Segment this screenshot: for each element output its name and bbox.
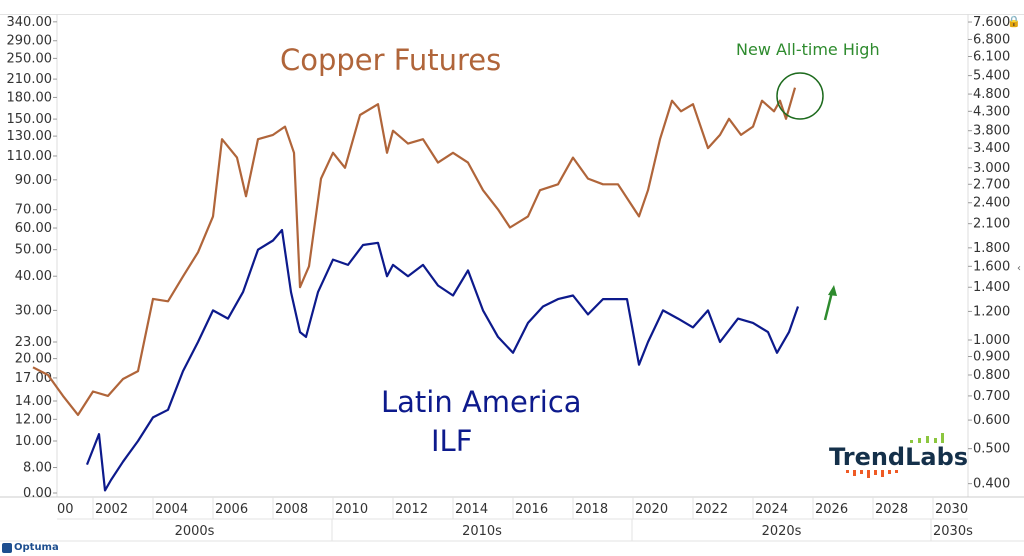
x-tick-label: 00	[57, 502, 74, 517]
x-axis: 00 2002 2004 2006 2008 2010 2012 2014 2016 2018 20…	[57, 497, 973, 541]
right-tick-label: 4.300	[973, 104, 1010, 119]
right-tick-label: 3.800	[973, 124, 1010, 139]
x-tick-label: 2024	[755, 502, 788, 517]
left-axis: 340.00 290.00 250.00 210.00 180.00 150.00 130.…	[7, 15, 57, 501]
left-tick-label: 0.00	[23, 486, 52, 501]
left-tick-label: 210.00	[7, 72, 53, 87]
annotations: Copper Futures Latin America ILF New All…	[280, 40, 880, 458]
decade-label: 2000s	[175, 524, 215, 539]
decade-label: 2030s	[933, 524, 973, 539]
left-tick-label: 90.00	[15, 173, 52, 188]
decade-label: 2010s	[462, 524, 502, 539]
left-tick-label: 60.00	[15, 221, 52, 236]
left-tick-label: 12.00	[15, 412, 52, 427]
right-tick-label: 5.400	[973, 69, 1010, 84]
new-high-label: New All-time High	[736, 40, 880, 59]
right-axis: 7.600 6.800 6.100 5.400 4.800 4.300 3.800 3.400…	[968, 15, 1010, 492]
left-tick-label: 14.00	[15, 394, 52, 409]
x-tick-label: 2026	[815, 502, 848, 517]
right-tick-label: 2.400	[973, 196, 1010, 211]
right-tick-label: 6.800	[973, 32, 1010, 47]
series-lines	[32, 87, 800, 492]
right-tick-label: 0.700	[973, 389, 1010, 404]
right-tick-label: 0.800	[973, 368, 1010, 383]
right-tick-label: 0.900	[973, 350, 1010, 365]
ilf-label-line2: ILF	[431, 424, 472, 458]
right-tick-label: 6.100	[973, 49, 1010, 64]
x-tick-label: 2014	[455, 502, 488, 517]
x-tick-label: 2002	[95, 502, 128, 517]
x-tick-label: 2020	[635, 502, 668, 517]
right-tick-label: 0.600	[973, 413, 1010, 428]
left-tick-label: 40.00	[15, 269, 52, 284]
decade-label: 2020s	[762, 524, 802, 539]
left-tick-label: 110.00	[7, 149, 53, 164]
left-tick-label: 20.00	[15, 352, 52, 367]
x-tick-label: 2012	[395, 502, 428, 517]
x-tick-label: 2004	[155, 502, 188, 517]
trendlabs-logo: TrendLabs	[829, 433, 968, 478]
logo-orange-bars	[846, 470, 898, 478]
top-border	[0, 14, 1024, 15]
right-tick-label: 1.200	[973, 304, 1010, 319]
lock-icon[interactable]: 🔒	[1007, 15, 1021, 28]
right-tick-label: 1.400	[973, 280, 1010, 295]
ilf-line	[85, 228, 800, 492]
left-tick-label: 250.00	[7, 51, 53, 66]
x-tick-label: 2022	[695, 502, 728, 517]
right-tick-label: 2.100	[973, 217, 1010, 232]
trendlabs-text: TrendLabs	[829, 443, 968, 471]
left-tick-label: 70.00	[15, 203, 52, 218]
right-tick-label: 3.000	[973, 161, 1010, 176]
x-tick-label: 2010	[335, 502, 368, 517]
left-tick-label: 30.00	[15, 303, 52, 318]
right-tick-label: 4.800	[973, 87, 1010, 102]
new-high-circle	[776, 72, 824, 120]
x-tick-label: 2028	[875, 502, 908, 517]
optuma-logo-icon	[2, 542, 12, 553]
up-arrow-icon	[823, 285, 837, 321]
left-tick-label: 10.00	[15, 434, 52, 449]
x-tick-label: 2006	[215, 502, 248, 517]
right-tick-label: 7.600	[973, 15, 1010, 30]
logo-green-bars	[910, 433, 944, 443]
left-tick-label: 23.00	[15, 335, 52, 350]
x-tick-label: 2018	[575, 502, 608, 517]
left-tick-label: 8.00	[23, 461, 52, 476]
left-tick-label: 17.00	[15, 371, 52, 386]
optuma-text: Optuma	[14, 542, 59, 553]
right-tick-label: 0.500	[973, 442, 1010, 457]
left-tick-label: 150.00	[7, 112, 53, 127]
collapse-panel-icon[interactable]: ‹	[1017, 263, 1021, 274]
left-tick-label: 340.00	[7, 15, 53, 30]
copper-label: Copper Futures	[280, 43, 501, 77]
left-tick-label: 290.00	[7, 34, 53, 49]
left-tick-label: 130.00	[7, 129, 53, 144]
x-tick-label: 2016	[515, 502, 548, 517]
right-tick-label: 1.800	[973, 241, 1010, 256]
x-tick-label: 2008	[275, 502, 308, 517]
left-tick-label: 50.00	[15, 243, 52, 258]
right-tick-label: 2.700	[973, 177, 1010, 192]
right-tick-label: 1.600	[973, 259, 1010, 274]
x-tick-label: 2030	[935, 502, 968, 517]
copper-line	[32, 87, 797, 416]
right-tick-label: 3.400	[973, 141, 1010, 156]
right-tick-label: 1.000	[973, 333, 1010, 348]
left-tick-label: 180.00	[7, 90, 53, 105]
ilf-label-line1: Latin America	[381, 385, 582, 419]
optuma-brand: Optuma	[2, 542, 59, 553]
right-tick-label: 0.400	[973, 477, 1010, 492]
